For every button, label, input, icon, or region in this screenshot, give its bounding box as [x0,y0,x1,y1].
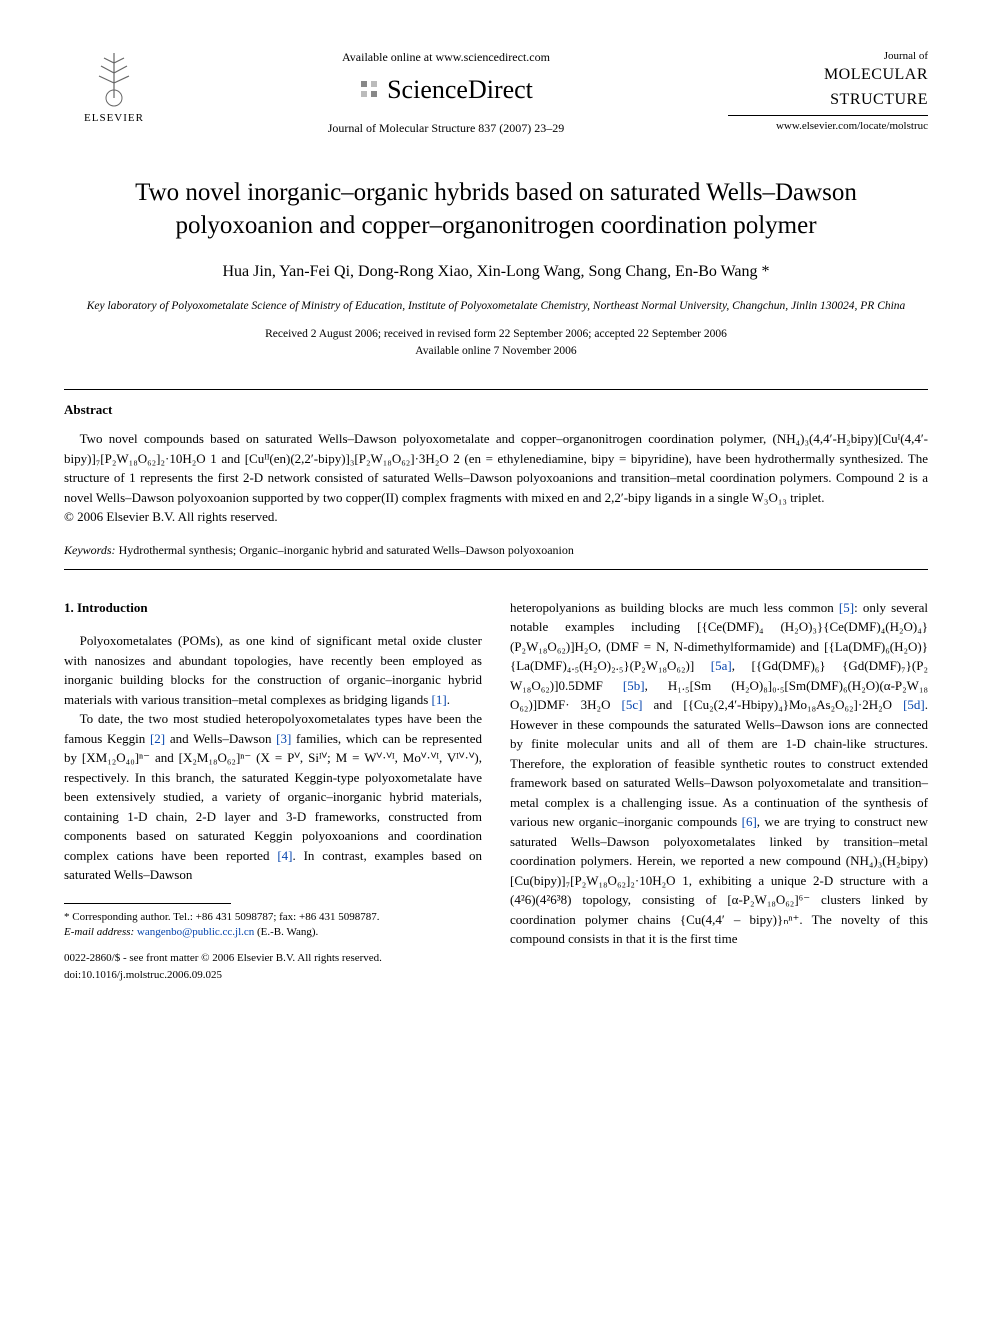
ref-3-link[interactable]: [3] [276,731,291,746]
abstract-top-rule [64,389,928,390]
center-header: Available online at www.sciencedirect.co… [164,48,728,137]
ref-5c-link[interactable]: [5c] [622,697,643,712]
ref-1-link[interactable]: [1] [432,692,447,707]
doi-line: doi:10.1016/j.molstruc.2006.09.025 [64,967,482,984]
c2e: and [{Cu₂(2,4′-Hbipy)₄}Mo₁₈As₂O₆₂]·2H₂O [642,697,903,712]
ref-5a-link[interactable]: [5a] [711,658,732,673]
keywords-label: Keywords: [64,543,116,557]
email-line: E-mail address: wangenbo@public.cc.jl.cn… [64,925,482,940]
journal-name-line1: MOLECULAR [728,65,928,84]
footnote-separator [64,903,231,904]
intro-paragraph-2: To date, the two most studied heteropoly… [64,709,482,885]
abstract-bottom-rule [64,569,928,570]
journal-name-line2: STRUCTURE [728,90,928,109]
sciencedirect-icon [359,79,381,101]
p1-end: . [447,692,450,707]
publisher-block: ELSEVIER [64,48,164,127]
abstract-body: Two novel compounds based on saturated W… [64,429,928,507]
page: ELSEVIER Available online at www.science… [0,0,992,1031]
body-columns: 1. Introduction Polyoxometalates (POMs),… [64,598,928,984]
journal-of-label: Journal of [728,48,928,65]
p2c: families, which can be represented by [X… [64,731,482,863]
copyright-line: © 2006 Elsevier B.V. All rights reserved… [64,507,928,527]
column-right: heteropolyanions as building blocks are … [510,598,928,984]
corr-line: * Corresponding author. Tel.: +86 431 50… [64,910,482,925]
corresponding-author-footnote: * Corresponding author. Tel.: +86 431 50… [64,910,482,941]
ref-6-link[interactable]: [6] [742,814,757,829]
article-dates: Received 2 August 2006; received in revi… [64,326,928,361]
affiliation: Key laboratory of Polyoxometalate Scienc… [64,298,928,314]
header-row: ELSEVIER Available online at www.science… [64,48,928,137]
journal-reference: Journal of Molecular Structure 837 (2007… [180,119,712,137]
column-left: 1. Introduction Polyoxometalates (POMs),… [64,598,482,984]
keywords-text: Hydrothermal synthesis; Organic–inorgani… [116,543,574,557]
journal-url: www.elsevier.com/locate/molstruc [728,118,928,135]
elsevier-tree-icon [89,48,139,108]
col2-paragraph: heteropolyanions as building blocks are … [510,598,928,949]
abstract-heading: Abstract [64,400,928,420]
c2f: . However in these compounds the saturat… [510,697,928,829]
author-list: Hua Jin, Yan-Fei Qi, Dong-Rong Xiao, Xin… [64,260,928,284]
sciencedirect-brand: ScienceDirect [359,70,533,109]
ref-4-link[interactable]: [4] [277,848,292,863]
p1-text: Polyoxometalates (POMs), as one kind of … [64,633,482,707]
publisher-label: ELSEVIER [84,110,144,127]
available-online-text: Available online at www.sciencedirect.co… [180,48,712,66]
ref-5d-link[interactable]: [5d] [903,697,925,712]
intro-paragraph-1: Polyoxometalates (POMs), as one kind of … [64,631,482,709]
doi-block: 0022-2860/$ - see front matter © 2006 El… [64,950,482,983]
email-tail: (E.-B. Wang). [254,926,318,938]
article-title: Two novel inorganic–organic hybrids base… [64,177,928,242]
front-matter-line: 0022-2860/$ - see front matter © 2006 El… [64,950,482,967]
journal-title-block: Journal of MOLECULAR STRUCTURE www.elsev… [728,48,928,134]
section-1-heading: 1. Introduction [64,598,482,618]
email-address[interactable]: wangenbo@public.cc.jl.cn [134,926,254,938]
sciencedirect-text: ScienceDirect [387,70,533,109]
ref-5b-link[interactable]: [5b] [623,678,645,693]
email-label: E-mail address: [64,926,134,938]
ref-2-link[interactable]: [2] [150,731,165,746]
c2a: heteropolyanions as building blocks are … [510,600,839,615]
ref-5-link[interactable]: [5] [839,600,854,615]
keywords-line: Keywords: Hydrothermal synthesis; Organi… [64,541,928,559]
p2b: and Wells–Dawson [165,731,276,746]
available-line: Available online 7 November 2006 [415,345,576,357]
c2g: , we are trying to construct new saturat… [510,814,928,946]
received-line: Received 2 August 2006; received in revi… [265,328,727,340]
header-rule [728,115,928,116]
